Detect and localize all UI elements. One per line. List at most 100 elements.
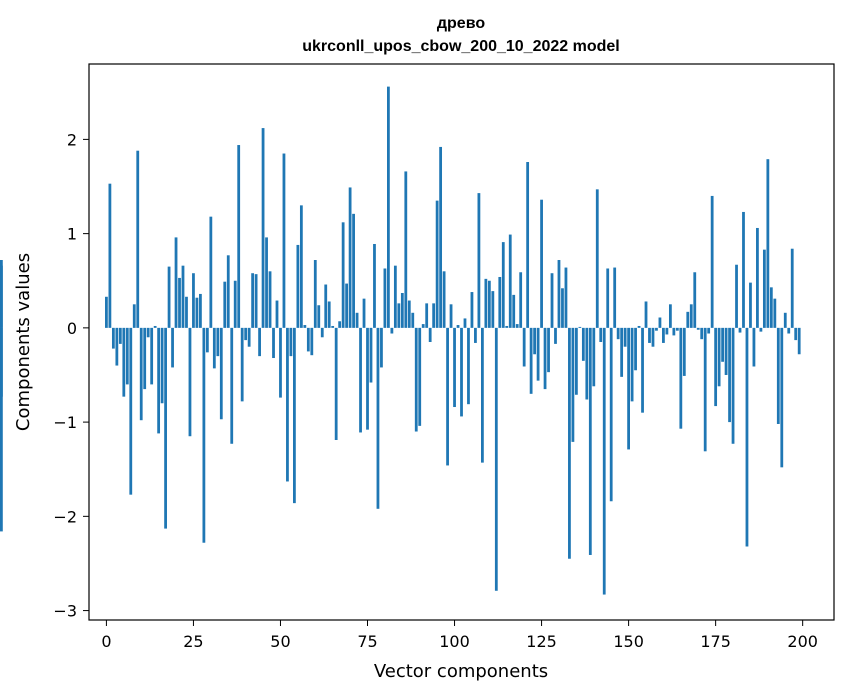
bar-144 bbox=[606, 268, 610, 328]
y-tick-label: 1 bbox=[67, 225, 77, 244]
bar-87 bbox=[407, 300, 411, 328]
bar-153 bbox=[637, 325, 641, 328]
x-axis-label: Vector components bbox=[374, 661, 548, 682]
bar-7 bbox=[129, 327, 133, 495]
bar-33 bbox=[219, 327, 223, 420]
bar-108 bbox=[481, 327, 484, 463]
bar-197 bbox=[790, 248, 794, 328]
bar-17 bbox=[164, 327, 167, 529]
bar-58 bbox=[306, 327, 310, 352]
bar-60 bbox=[313, 260, 317, 328]
bar-96 bbox=[439, 146, 443, 328]
bar-56 bbox=[299, 205, 303, 328]
bar-44 bbox=[258, 327, 261, 357]
bar-123 bbox=[533, 327, 536, 355]
bar-150 bbox=[627, 327, 630, 450]
bar-12 bbox=[146, 327, 150, 338]
bar-3 bbox=[115, 327, 119, 366]
bar-53 bbox=[289, 327, 293, 357]
bar-27 bbox=[199, 293, 202, 328]
bar-73 bbox=[359, 327, 362, 433]
bar-203 bbox=[0, 327, 3, 397]
bar-55 bbox=[296, 244, 300, 328]
bar-39 bbox=[240, 327, 244, 402]
y-tick-label: 0 bbox=[67, 319, 77, 338]
bar-51 bbox=[282, 153, 286, 328]
bar-9 bbox=[136, 150, 140, 328]
bar-61 bbox=[317, 305, 321, 328]
bar-18 bbox=[167, 266, 171, 328]
y-tick-label: −1 bbox=[53, 413, 77, 432]
bar-101 bbox=[456, 325, 460, 328]
bar-179 bbox=[728, 327, 731, 423]
bar-28 bbox=[202, 327, 206, 543]
bar-168 bbox=[689, 304, 693, 328]
bar-77 bbox=[373, 243, 376, 328]
bar-35 bbox=[226, 255, 230, 328]
bar-198 bbox=[794, 327, 798, 341]
bar-97 bbox=[442, 271, 446, 328]
bar-48 bbox=[272, 327, 275, 359]
bar-129 bbox=[554, 327, 557, 344]
bar-169 bbox=[693, 272, 697, 328]
bar-170 bbox=[696, 327, 700, 330]
bar-19 bbox=[171, 327, 174, 368]
bar-119 bbox=[519, 272, 523, 328]
bar-136 bbox=[578, 326, 582, 328]
bar-74 bbox=[362, 298, 366, 328]
x-tick-label: 25 bbox=[183, 632, 203, 651]
bar-47 bbox=[268, 271, 272, 328]
bar-194 bbox=[780, 327, 784, 468]
bar-32 bbox=[216, 327, 220, 357]
bar-83 bbox=[393, 265, 397, 328]
bar-75 bbox=[366, 327, 369, 430]
bar-24 bbox=[188, 327, 192, 437]
bar-176 bbox=[717, 327, 721, 387]
bar-155 bbox=[644, 301, 648, 328]
bar-135 bbox=[574, 327, 578, 395]
bar-173 bbox=[707, 327, 711, 334]
bar-72 bbox=[355, 312, 359, 328]
bar-134 bbox=[571, 327, 575, 442]
bar-31 bbox=[212, 327, 216, 369]
bar-183 bbox=[742, 211, 745, 328]
bar-5 bbox=[122, 327, 126, 397]
bar-139 bbox=[588, 327, 592, 555]
bar-66 bbox=[334, 327, 338, 440]
bar-79 bbox=[380, 327, 383, 368]
bar-104 bbox=[467, 327, 470, 405]
bar-102 bbox=[460, 327, 463, 417]
bar-16 bbox=[160, 327, 164, 404]
bar-159 bbox=[658, 317, 662, 328]
bar-50 bbox=[279, 327, 282, 398]
bar-37 bbox=[233, 280, 237, 328]
bar-29 bbox=[205, 327, 209, 353]
bar-68 bbox=[341, 222, 345, 328]
bar-67 bbox=[338, 321, 342, 328]
bar-107 bbox=[477, 193, 481, 328]
bar-186 bbox=[752, 327, 756, 367]
x-tick-label: 175 bbox=[700, 632, 731, 651]
bar-63 bbox=[324, 284, 328, 328]
bar-85 bbox=[400, 293, 404, 328]
x-tick-label: 125 bbox=[526, 632, 557, 651]
bar-133 bbox=[568, 327, 571, 559]
bar-100 bbox=[453, 327, 456, 408]
bar-13 bbox=[150, 327, 154, 385]
bar-147 bbox=[616, 327, 620, 340]
bar-106 bbox=[474, 327, 477, 343]
bar-125 bbox=[540, 199, 543, 328]
bar-71 bbox=[352, 213, 355, 328]
bar-98 bbox=[446, 327, 449, 466]
bar-23 bbox=[185, 296, 188, 328]
bar-132 bbox=[564, 267, 568, 328]
bar-112 bbox=[494, 327, 498, 591]
bar-57 bbox=[303, 325, 307, 328]
bar-64 bbox=[327, 301, 331, 328]
bar-52 bbox=[286, 327, 289, 482]
x-tick-label: 50 bbox=[270, 632, 290, 651]
plot-area-frame bbox=[88, 63, 835, 621]
bar-91 bbox=[421, 324, 425, 328]
bar-103 bbox=[463, 318, 467, 328]
